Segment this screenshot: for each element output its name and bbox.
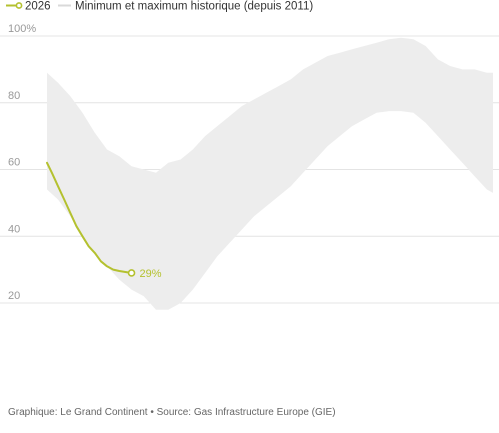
legend-band-label: Minimum et maximum historique (depuis 20… — [75, 1, 313, 13]
y-tick-label: 20 — [8, 290, 20, 302]
source-note: Graphique: Le Grand Continent • Source: … — [8, 407, 336, 418]
historical-band — [47, 37, 493, 310]
series-2026-line — [46, 161, 133, 274]
legend-series-marker — [15, 2, 23, 9]
series-2026-end-label: 29% — [140, 268, 162, 280]
series-line-layer: 29% — [46, 161, 162, 280]
series-2026-end-marker — [127, 269, 136, 277]
y-tick-label: 60 — [8, 157, 20, 169]
y-tick-label: 40 — [8, 223, 20, 235]
legend: 2026 Minimum et maximum historique (depu… — [6, 1, 313, 13]
legend-series-label: 2026 — [25, 1, 51, 13]
tick-labels: 100% 80 60 40 20 — [8, 23, 36, 302]
y-tick-label: 100% — [8, 23, 36, 35]
y-tick-label: 80 — [8, 90, 20, 102]
gas-storage-chart: 29% 100% 80 60 40 20 2026 Minimum et maximum… — [0, 1, 499, 310]
historical-range-area — [47, 37, 493, 310]
